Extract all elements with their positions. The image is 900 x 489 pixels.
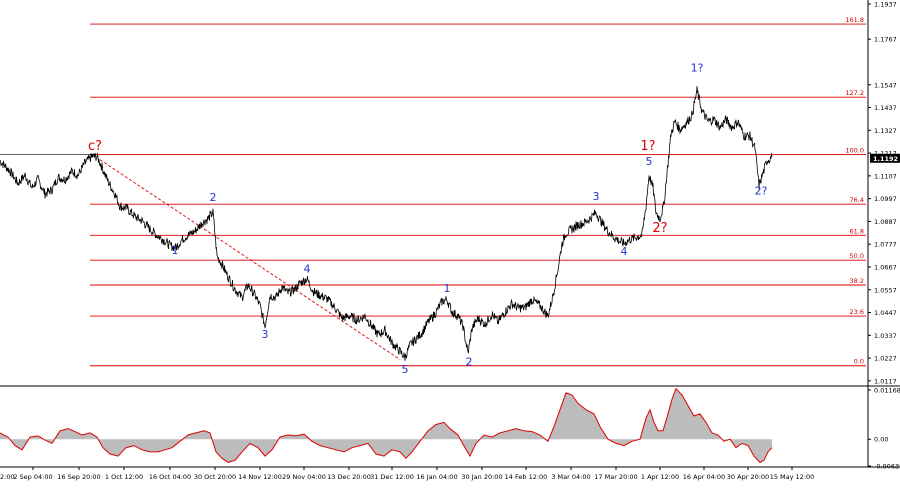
date-tick-label: 17 Mar 20:00 <box>594 473 637 481</box>
price-tick-label: 1.0227 <box>874 355 897 363</box>
price-tick-label: 1.1217 <box>874 150 897 158</box>
date-tick-label: 14 Nov 12:00 <box>238 473 282 481</box>
oscillator-signal-line <box>0 387 773 464</box>
wave-label: c? <box>88 139 102 154</box>
price-tick-label: 1.0887 <box>874 218 897 226</box>
date-tick-label: 16 Jan 04:00 <box>416 473 457 481</box>
fib-level-label: 38.2 <box>850 277 864 285</box>
date-tick-label: 2:00 <box>0 473 15 481</box>
fib-level-label: 161.8 <box>845 16 864 24</box>
wave-label: 3 <box>262 328 269 341</box>
trend-line <box>99 159 401 360</box>
wave-label: 5 <box>402 363 409 376</box>
price-tick-label: 1.0447 <box>874 309 897 317</box>
date-tick-label: 1 Oct 12:00 <box>105 473 143 481</box>
price-tick-label: 1.1437 <box>874 104 897 112</box>
wave-label: 4 <box>621 245 628 258</box>
price-tag-label: 1.1192 <box>873 155 898 163</box>
wave-label: 2? <box>652 221 667 236</box>
wave-label: 5 <box>646 155 653 168</box>
date-tick-label: 3 Mar 04:00 <box>551 473 590 481</box>
price-tag-box <box>870 153 900 163</box>
price-tick-label: 1.0777 <box>874 241 897 249</box>
price-tick-label: 1.0667 <box>874 263 897 271</box>
price-tick-label: 1.0557 <box>874 286 897 294</box>
fib-level-label: 76.4 <box>850 196 864 204</box>
fib-level-label: 127.2 <box>845 89 864 97</box>
price-tick-label: 1.0117 <box>874 377 897 385</box>
date-tick-label: 30 Apr 20:00 <box>727 473 769 481</box>
price-tick-label: 1.1107 <box>874 172 897 180</box>
date-tick-label: 2 Sep 04:00 <box>13 473 52 481</box>
wave-label: 1? <box>640 139 655 154</box>
price-tick-label: 1.0997 <box>874 195 897 203</box>
osc-tick-label: -0.00635 <box>874 463 900 471</box>
price-tick-label: 1.1547 <box>874 81 897 89</box>
date-tick-label: 15 May 12:00 <box>770 473 815 481</box>
wave-label: 2 <box>210 191 217 204</box>
date-tick-label: 13 Dec 20:00 <box>327 473 371 481</box>
price-tick-label: 1.0337 <box>874 332 897 340</box>
fib-level-label: 50.0 <box>850 252 864 260</box>
date-tick-label: 16 Oct 04:00 <box>149 473 191 481</box>
date-tick-label: 30 Oct 20:00 <box>194 473 236 481</box>
wave-label: 1 <box>172 244 179 257</box>
wave-label: 3 <box>593 190 600 203</box>
fib-level-label: 0.0 <box>854 358 864 366</box>
price-tick-label: 1.1767 <box>874 36 897 44</box>
wave-label: 2? <box>755 185 768 198</box>
osc-tick-label: 0.00 <box>874 436 888 444</box>
price-tick-label: 1.1327 <box>874 127 897 135</box>
date-tick-label: 14 Feb 12:00 <box>505 473 548 481</box>
wave-label: 4 <box>304 263 311 276</box>
price-tick-label: 1.1937 <box>874 1 897 9</box>
date-tick-label: 16 Sep 20:00 <box>57 473 100 481</box>
fib-level-label: 61.8 <box>850 227 864 235</box>
fib-level-label: 100.0 <box>845 147 864 155</box>
price-line <box>0 86 773 361</box>
wave-label: 1 <box>444 282 451 295</box>
oscillator-histogram <box>0 388 772 463</box>
date-tick-label: 30 Jan 20:00 <box>461 473 502 481</box>
fib-level-label: 23.6 <box>850 308 864 316</box>
date-tick-label: 31 Dec 12:00 <box>370 473 414 481</box>
date-tick-label: 16 Apr 04:00 <box>683 473 725 481</box>
wave-label: 1? <box>691 62 704 75</box>
date-tick-label: 29 Nov 04:00 <box>282 473 326 481</box>
osc-tick-label: 0.01168 <box>874 387 900 395</box>
date-tick-label: 1 Apr 12:00 <box>641 473 679 481</box>
wave-label: 2 <box>466 356 473 369</box>
